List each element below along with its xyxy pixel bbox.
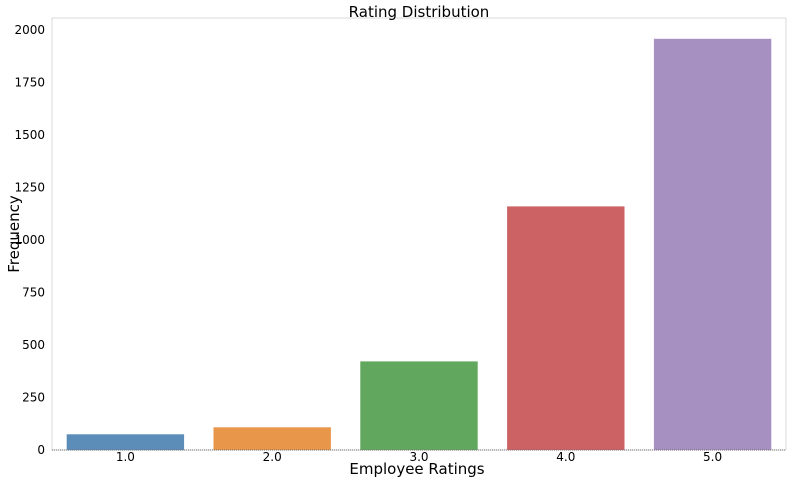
bars-group [66,38,772,451]
y-tick-label: 1250 [14,181,45,195]
bar-2.0 [213,427,331,450]
bar-3.0 [360,361,478,450]
bar-5.0 [653,38,772,451]
bar-4.0 [507,206,625,450]
y-tick-label: 250 [22,391,45,405]
bar-1.0 [66,434,185,451]
y-tick-label: 1000 [14,233,45,247]
y-tick-label: 500 [22,338,45,352]
x-tick-label: 1.0 [116,450,135,464]
y-tick-label: 1500 [14,128,45,142]
x-axis-title: Employee Ratings [349,460,484,478]
x-tick-label: 2.0 [263,450,282,464]
y-tick-label: 750 [22,286,45,300]
x-tick-label: 5.0 [703,450,722,464]
y-tick-label: 0 [37,443,45,457]
x-axis: 1.0 2.0 3.0 4.0 5.0 [116,450,722,464]
x-tick-label: 4.0 [556,450,575,464]
y-axis: 0 250 500 750 1000 1250 1500 1750 2000 [14,23,45,457]
chart-title: Rating Distribution [349,3,490,21]
y-axis-title: Frequency [5,195,23,273]
y-tick-label: 1750 [14,76,45,90]
x-tick-label: 3.0 [409,450,428,464]
y-tick-label: 2000 [14,23,45,37]
